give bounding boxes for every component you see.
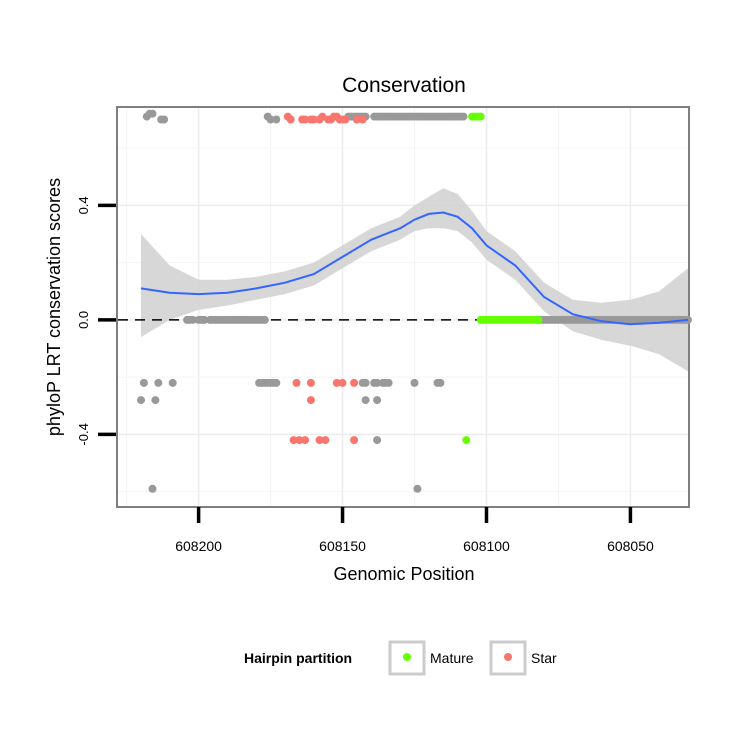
point-star xyxy=(306,378,315,387)
point-other xyxy=(361,396,370,405)
axes: 608200 608150 608100 608050 -0.4 0.0 0.4 xyxy=(76,196,654,554)
legend-key-star-dot xyxy=(504,653,512,661)
point-other xyxy=(436,378,445,387)
point-star xyxy=(338,378,347,387)
point-star xyxy=(321,436,330,445)
smooth-line-layer xyxy=(140,211,689,326)
point-mature xyxy=(462,436,471,445)
point-other xyxy=(410,378,419,387)
point-other xyxy=(151,396,160,405)
legend-key-mature-box xyxy=(388,640,426,676)
chart-title: Conservation xyxy=(342,74,466,97)
point-other xyxy=(148,109,157,118)
x-tick-label: 608200 xyxy=(175,538,222,554)
point-star xyxy=(301,115,310,124)
point-star xyxy=(306,396,315,405)
point-star xyxy=(315,436,324,445)
point-star xyxy=(332,378,341,387)
point-other xyxy=(459,112,468,121)
point-star xyxy=(292,378,301,387)
point-other xyxy=(266,115,275,124)
point-other xyxy=(384,378,393,387)
x-tick-label: 608100 xyxy=(463,538,510,554)
legend: Hairpin partition Mature Star xyxy=(244,640,557,676)
point-other xyxy=(260,315,269,324)
point-star xyxy=(289,436,298,445)
y-axis-label: phyloP LRT conservation scores xyxy=(44,178,64,436)
point-star xyxy=(309,115,318,124)
point-other xyxy=(373,396,382,405)
smooth-line xyxy=(140,211,689,326)
legend-key-star-box xyxy=(489,640,527,676)
legend-label-star: Star xyxy=(531,650,557,666)
point-mature xyxy=(476,112,485,121)
y-tick-label: -0.4 xyxy=(76,423,91,445)
point-star xyxy=(341,115,350,124)
point-other xyxy=(154,378,163,387)
point-mature xyxy=(534,315,543,324)
point-star xyxy=(358,115,367,124)
point-other xyxy=(413,484,422,493)
point-other xyxy=(361,378,370,387)
legend-key-mature-dot xyxy=(403,653,411,661)
point-star xyxy=(295,436,304,445)
legend-title: Hairpin partition xyxy=(244,650,352,666)
x-axis-label: Genomic Position xyxy=(333,564,474,584)
scatter-points xyxy=(137,109,692,493)
y-tick-label: 0.0 xyxy=(76,311,91,329)
point-other xyxy=(139,378,148,387)
x-tick-label: 608050 xyxy=(607,538,654,554)
point-other xyxy=(148,484,157,493)
point-other xyxy=(200,315,209,324)
point-other xyxy=(272,115,281,124)
y-tick-label: 0.4 xyxy=(76,196,91,214)
point-star xyxy=(301,436,310,445)
point-other xyxy=(272,378,281,387)
legend-label-mature: Mature xyxy=(430,650,474,666)
point-other xyxy=(373,378,382,387)
point-star xyxy=(352,115,361,124)
point-other xyxy=(373,436,382,445)
x-tick-label: 608150 xyxy=(319,538,366,554)
point-star xyxy=(350,378,359,387)
point-other xyxy=(160,115,169,124)
point-star xyxy=(286,115,295,124)
confidence-band-layer xyxy=(141,188,688,372)
point-star xyxy=(350,436,359,445)
confidence-band xyxy=(141,188,688,372)
point-other xyxy=(168,378,177,387)
point-other xyxy=(137,396,145,405)
point-other xyxy=(188,315,197,324)
